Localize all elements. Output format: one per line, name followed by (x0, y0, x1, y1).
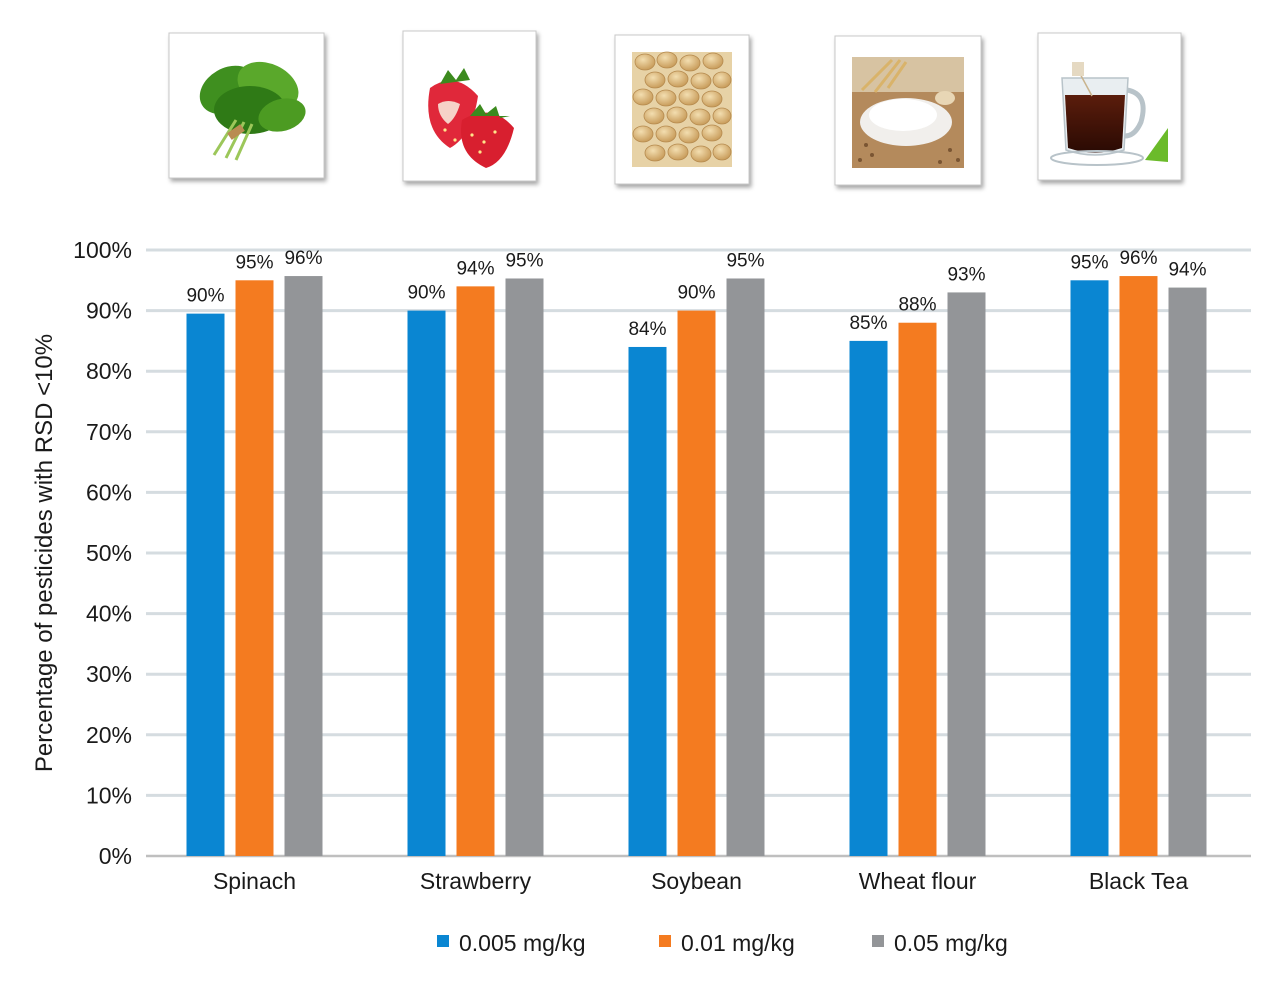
y-tick-label: 70% (86, 419, 132, 445)
bars (186, 276, 1207, 857)
data-label: 84% (628, 319, 666, 340)
wheat-flour-icon (834, 35, 982, 186)
data-label: 90% (186, 286, 224, 307)
black-tea-icon (1037, 32, 1182, 181)
bar (1168, 287, 1207, 856)
data-label: 94% (456, 258, 494, 279)
data-labels: 90% 95% 96% 90% 94% 95% 84% 90% 95% 85% 88% 93% 95% 9… (186, 248, 1206, 340)
bar (726, 278, 765, 856)
legend-label: 0.05 mg/kg (894, 930, 1008, 956)
data-label: 90% (677, 283, 715, 304)
data-label: 90% (407, 283, 445, 304)
bar (677, 310, 716, 857)
bar (628, 346, 667, 856)
data-label: 95% (726, 250, 764, 271)
y-tick-label: 30% (86, 661, 132, 687)
bar (1119, 276, 1158, 857)
legend-item: 0.01 mg/kg (659, 930, 795, 956)
legend-label: 0.005 mg/kg (459, 930, 586, 956)
y-tick-label: 100% (73, 237, 132, 263)
bar (505, 278, 544, 856)
bar (456, 286, 495, 856)
y-tick-label: 50% (86, 540, 132, 566)
data-label: 96% (284, 248, 322, 269)
bar (284, 276, 323, 857)
x-axis-categories: Spinach Strawberry Soybean Wheat flour Black… (213, 868, 1188, 894)
bar (407, 310, 446, 857)
legend-swatch (872, 935, 884, 947)
bar (898, 322, 937, 857)
bar (947, 292, 986, 856)
y-axis-label: Percentage of pesticides with RSD <10% (31, 334, 58, 772)
y-tick-label: 0% (99, 843, 132, 869)
bar (235, 280, 274, 856)
strawberry-icon (402, 30, 537, 182)
legend-item: 0.05 mg/kg (872, 930, 1008, 956)
data-label: 93% (947, 264, 985, 285)
y-tick-label: 40% (86, 601, 132, 627)
y-tick-label: 10% (86, 782, 132, 808)
x-category-label: Black Tea (1089, 868, 1189, 894)
x-category-label: Soybean (651, 868, 742, 894)
x-category-label: Spinach (213, 868, 296, 894)
data-label: 96% (1119, 248, 1157, 269)
legend: 0.005 mg/kg 0.01 mg/kg 0.05 mg/kg (437, 930, 1008, 956)
legend-swatch (437, 935, 449, 947)
spinach-icon (168, 32, 325, 179)
y-axis-ticks: 0% 10% 20% 30% 40% 50% 60% 70% 80% 90% 100% (73, 237, 132, 869)
data-label: 85% (849, 313, 887, 334)
bar (1070, 280, 1109, 856)
data-label: 88% (898, 295, 936, 316)
data-label: 94% (1168, 260, 1206, 281)
bar (849, 340, 888, 856)
y-tick-label: 60% (86, 479, 132, 505)
legend-item: 0.005 mg/kg (437, 930, 586, 956)
legend-swatch (659, 935, 671, 947)
y-tick-label: 80% (86, 358, 132, 384)
x-category-label: Strawberry (420, 868, 532, 894)
data-label: 95% (235, 252, 273, 273)
y-tick-label: 90% (86, 298, 132, 324)
data-label: 95% (505, 250, 543, 271)
soybean-icon (614, 34, 750, 185)
food-images (168, 30, 1182, 186)
x-category-label: Wheat flour (859, 868, 977, 894)
data-label: 95% (1070, 252, 1108, 273)
legend-label: 0.01 mg/kg (681, 930, 795, 956)
y-tick-label: 20% (86, 722, 132, 748)
bar (186, 313, 225, 856)
